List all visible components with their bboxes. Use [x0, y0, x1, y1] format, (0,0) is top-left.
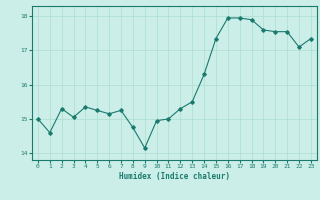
- X-axis label: Humidex (Indice chaleur): Humidex (Indice chaleur): [119, 172, 230, 181]
